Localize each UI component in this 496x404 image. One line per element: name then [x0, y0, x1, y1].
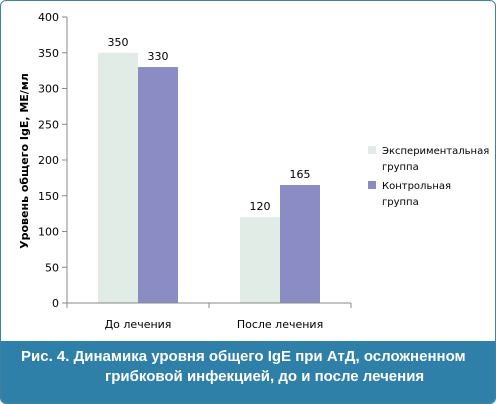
y-tick-label: 100: [38, 226, 59, 239]
legend-label: Контрольная группа: [382, 181, 451, 208]
legend-label: Экспериментальная группа: [382, 146, 489, 173]
bar-value-label: 120: [250, 200, 271, 213]
legend-swatch: [368, 181, 376, 189]
bar: [98, 52, 138, 303]
chart: 350 330 До лечения 120 165 После лечения 0 50 1…: [18, 11, 489, 331]
y-tick-label: 50: [45, 261, 59, 274]
x-category-label: До лечения: [105, 318, 172, 331]
figure-caption: Рис. 4. Динамика уровня общего IgE при А…: [1, 341, 495, 403]
bar: [138, 67, 178, 303]
y-tick-label: 0: [52, 297, 59, 310]
x-category-label: После лечения: [237, 318, 323, 331]
y-tick-label: 300: [38, 83, 59, 96]
caption-line-1: Рис. 4. Динамика уровня общего IgE при А…: [21, 348, 466, 365]
bar-value-label: 350: [108, 36, 129, 49]
y-tick-label: 350: [38, 47, 59, 60]
y-tick-label: 200: [38, 154, 59, 167]
y-axis-label: Уровень общего IgE, МЕ/мл: [18, 73, 31, 249]
bar: [280, 185, 320, 303]
bar: [240, 217, 280, 303]
y-tick-label: 250: [38, 118, 59, 131]
y-tick-label: 400: [38, 11, 59, 24]
bar-value-label: 165: [290, 168, 311, 181]
caption-line-2: грибковой инфекцией, до и после лечения: [105, 368, 425, 385]
bar-value-label: 330: [148, 50, 169, 63]
legend-swatch: [368, 146, 376, 154]
y-tick-label: 150: [38, 190, 59, 203]
